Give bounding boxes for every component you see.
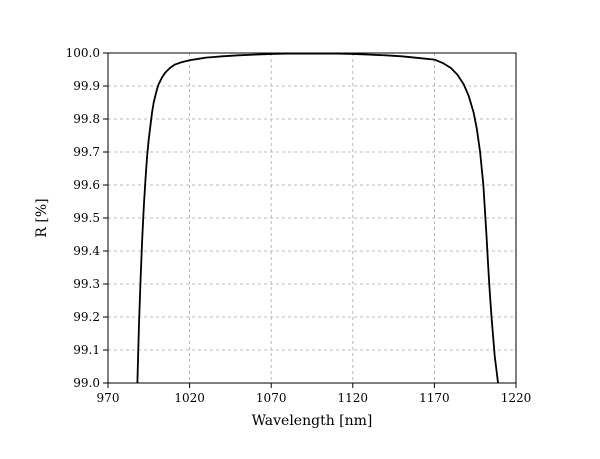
grid — [108, 53, 516, 383]
x-axis-label: Wavelength [nm] — [252, 413, 373, 429]
series-layer — [136, 52, 499, 384]
y-tick-label: 99.8 — [73, 112, 100, 126]
y-tick-label: 99.4 — [73, 244, 100, 258]
y-tick-label: 99.0 — [73, 376, 100, 390]
x-tick-label: 1220 — [501, 391, 532, 405]
y-tick-label: 99.3 — [73, 277, 100, 291]
tick-labels: 970 1020 1070 1120 1170 1220 99.0 99.1 99.2 99.3 9… — [66, 46, 532, 405]
ticks — [103, 52, 517, 388]
x-tick-label: 1070 — [256, 391, 287, 405]
y-axis-label: R [%] — [34, 198, 50, 237]
y-tick-label: 99.7 — [73, 145, 100, 159]
x-tick-label: 1170 — [419, 391, 450, 405]
y-tick-label: 99.2 — [73, 310, 100, 324]
y-tick-label: 99.6 — [73, 178, 100, 192]
x-tick-label: 1020 — [174, 391, 205, 405]
y-tick-label: 99.5 — [73, 211, 100, 225]
y-tick-label: 99.1 — [73, 343, 100, 357]
x-tick-label: 970 — [97, 391, 120, 405]
y-tick-label: 99.9 — [73, 79, 100, 93]
reflectance-curve — [136, 52, 499, 384]
y-tick-label: 100.0 — [66, 46, 100, 60]
x-tick-label: 1120 — [338, 391, 369, 405]
